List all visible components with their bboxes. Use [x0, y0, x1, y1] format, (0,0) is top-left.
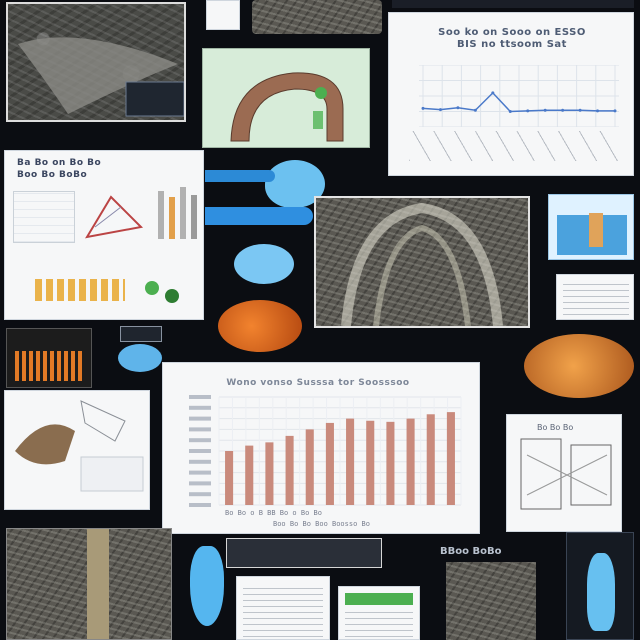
blue-figure-card[interactable] [566, 532, 634, 640]
fossil-shape [18, 37, 184, 117]
bar [366, 420, 375, 505]
line-point [561, 108, 565, 112]
ribcage-photo[interactable] [314, 196, 530, 328]
line-point [578, 108, 582, 112]
series-line [422, 91, 615, 113]
doc-green-figure [135, 271, 195, 311]
line-point [456, 106, 460, 110]
doc-scatter [13, 191, 75, 243]
small-tag-card[interactable] [120, 326, 162, 342]
doc-diagram [85, 195, 144, 239]
fossil-doc-drawing [15, 400, 144, 492]
line-point [473, 108, 477, 112]
arch-diagram [203, 49, 369, 147]
y-tick-mark [189, 459, 211, 464]
bar-chart-caption-2: Boo Bo Bo Boo Boosso Bo [273, 520, 370, 528]
anatomy-slide[interactable] [202, 48, 370, 148]
bar-chart-panel[interactable]: Wono vonso Susssa tor Soosssoo Bo Bo o B… [162, 362, 480, 534]
y-tick-mark [189, 416, 211, 421]
line-point [491, 91, 495, 95]
line-point [421, 106, 425, 110]
right-diagram-title: Bo Bo Bo [537, 423, 574, 432]
line-chart-title: Soo ko on Sooo on ESSO BIS no ttsoom Sat [438, 27, 586, 50]
orange-mini-chart[interactable] [6, 328, 92, 388]
line-point [508, 110, 512, 113]
bar-chart [189, 395, 462, 507]
bar [346, 418, 355, 505]
y-tick-mark [189, 395, 211, 399]
line-point [596, 109, 600, 113]
doc-mini-bars [158, 187, 197, 239]
orange-creature-right[interactable] [524, 334, 634, 398]
bar-chart-caption: Bo Bo o B BB Bo o Bo Bo [225, 509, 322, 517]
y-tick-mark [189, 481, 211, 486]
bar [446, 412, 455, 505]
spreadsheet-card[interactable] [338, 586, 420, 640]
rock-texture-bottom[interactable] [446, 562, 536, 640]
bar [305, 429, 314, 505]
bottom-label: BBoo BoBo [440, 546, 502, 557]
line-chart-x-labels [409, 131, 619, 161]
top-right-dark-strip [392, 0, 634, 8]
blue-creature-small[interactable] [234, 244, 294, 284]
y-tick-mark [189, 438, 211, 443]
y-tick-mark [189, 492, 211, 497]
bar [325, 422, 334, 505]
dark-strip-bottom [226, 538, 382, 568]
line-chart-panel[interactable]: Soo ko on Sooo on ESSO BIS no ttsoom Sat [388, 12, 634, 176]
bar [426, 414, 435, 505]
blue-tool-shape[interactable] [190, 546, 224, 626]
bar-chart-title: Wono vonso Susssa tor Soosssoo [226, 378, 410, 388]
document-left[interactable]: Ba Bo on Bo Bo Boo Bo BoBo [4, 150, 204, 320]
fossil-doc-left[interactable] [4, 390, 150, 510]
right-blue-card[interactable] [548, 194, 634, 260]
line-point [613, 109, 617, 113]
handwritten-note[interactable] [236, 576, 330, 640]
ribcage-shape [341, 202, 503, 326]
y-tick-mark [189, 470, 211, 475]
line-point [438, 108, 442, 112]
bar [245, 445, 254, 505]
line-chart [419, 65, 619, 127]
bar [225, 451, 234, 505]
y-tick-mark [189, 449, 211, 453]
right-diagram-card[interactable]: Bo Bo Bo [506, 414, 622, 532]
bar [386, 421, 395, 505]
skeleton-photo[interactable] [6, 528, 172, 640]
blue-creature-left[interactable] [118, 344, 162, 372]
rock-photo-top[interactable] [252, 0, 382, 34]
bar [265, 442, 274, 505]
line-point [526, 109, 530, 113]
document-left-title: Ba Bo on Bo Bo Boo Bo BoBo [17, 158, 102, 180]
bar [285, 435, 294, 505]
y-tick-mark [189, 503, 211, 507]
blue-bar-1 [205, 170, 275, 182]
orange-creature-center[interactable] [218, 300, 302, 352]
blue-bar-2 [205, 207, 313, 225]
bar [406, 418, 415, 505]
line-point [543, 108, 547, 112]
doc-orange-bars [35, 279, 125, 301]
small-note-card[interactable] [206, 0, 240, 30]
y-tick-mark [189, 405, 211, 410]
fossil-photo-top-left[interactable] [6, 2, 186, 122]
right-text-card[interactable] [556, 274, 634, 320]
y-tick-mark [189, 427, 211, 432]
machine-diagram [520, 438, 612, 510]
